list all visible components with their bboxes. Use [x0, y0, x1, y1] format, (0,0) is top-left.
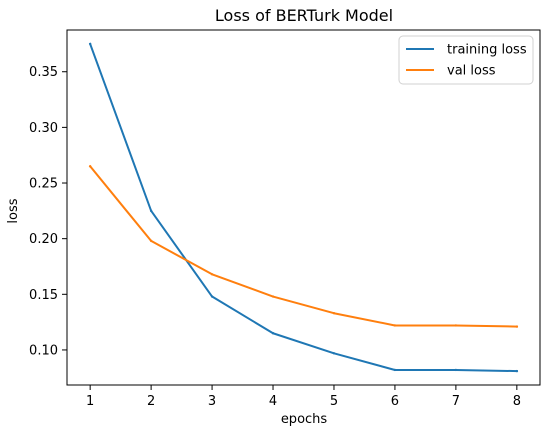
val-loss-point: [210, 273, 214, 276]
x-tick-label: 1: [86, 394, 94, 409]
x-tick-label: 3: [208, 394, 216, 409]
training-loss-point: [393, 368, 397, 372]
x-tick-label: 8: [513, 394, 521, 409]
training-loss-point: [149, 209, 153, 213]
val-loss-point: [332, 312, 336, 315]
training-loss-point: [210, 295, 214, 298]
val-loss-point: [515, 325, 519, 328]
training-loss-point: [454, 368, 458, 372]
y-tick-label: 0.10: [29, 343, 58, 358]
chart-title: Loss of BERTurk Model: [215, 6, 393, 25]
x-axis-label: epochs: [281, 412, 328, 427]
plot-frame: [66, 29, 541, 386]
y-tick-label: 0.25: [29, 177, 58, 192]
x-tick-label: 4: [269, 394, 277, 409]
x-tick-label: 7: [452, 394, 460, 409]
training-loss-line: [88, 42, 518, 373]
val-loss-point: [88, 165, 92, 168]
legend-label-training-loss: training loss: [447, 43, 527, 58]
x-tick-label: 2: [147, 394, 155, 409]
training-loss-point: [515, 369, 519, 373]
y-tick-label: 0.15: [29, 288, 58, 303]
training-loss-point: [271, 332, 275, 335]
val-loss-point: [454, 324, 458, 327]
training-loss-point: [88, 42, 92, 46]
y-axis-label: loss: [6, 198, 21, 223]
val-loss-line: [88, 164, 518, 328]
x-tick-label: 5: [330, 394, 338, 409]
x-tick-label: 6: [391, 394, 399, 409]
y-tick-label: 0.35: [29, 65, 58, 80]
y-tick-label: 0.20: [29, 232, 58, 247]
val-loss-point: [271, 295, 275, 298]
val-loss-point: [149, 239, 153, 243]
val-loss-point: [393, 324, 397, 327]
training-loss-point: [332, 352, 336, 355]
y-tick-label: 0.30: [29, 121, 58, 136]
legend-label-val-loss: val loss: [447, 64, 496, 79]
